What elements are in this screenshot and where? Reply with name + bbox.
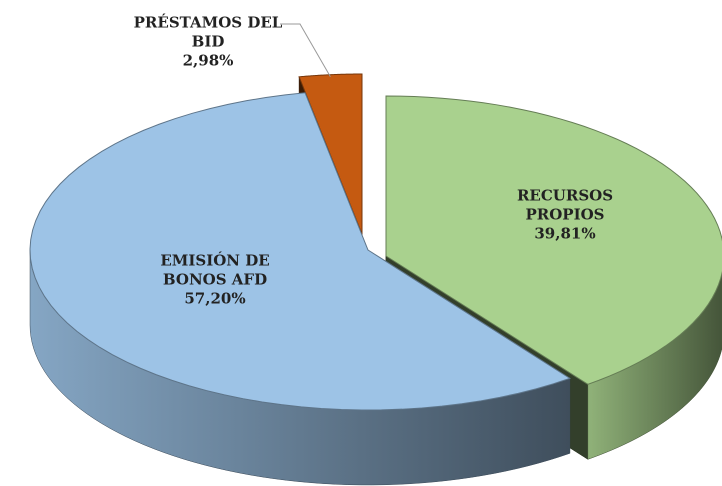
category-name: EMISIÓN DE BONOS AFD [160,251,270,289]
slice-label: EMISIÓN DE BONOS AFD 57,20% [160,252,270,309]
slice-top [29,92,572,411]
leader-line [280,23,331,77]
slice-top [385,95,722,385]
category-name: PRÉSTAMOS DEL BID [133,13,283,51]
slice-label: PRÉSTAMOS DEL BID 2,98% [133,14,283,71]
slice-top [298,73,363,235]
value-label: 2,98% [182,51,234,70]
value-label: 57,20% [184,289,246,308]
value-label: 39,81% [534,224,596,243]
category-name: RECURSOS PROPIOS [516,186,614,224]
slice-label: RECURSOS PROPIOS 39,81% [510,187,620,244]
slice [29,92,572,486]
